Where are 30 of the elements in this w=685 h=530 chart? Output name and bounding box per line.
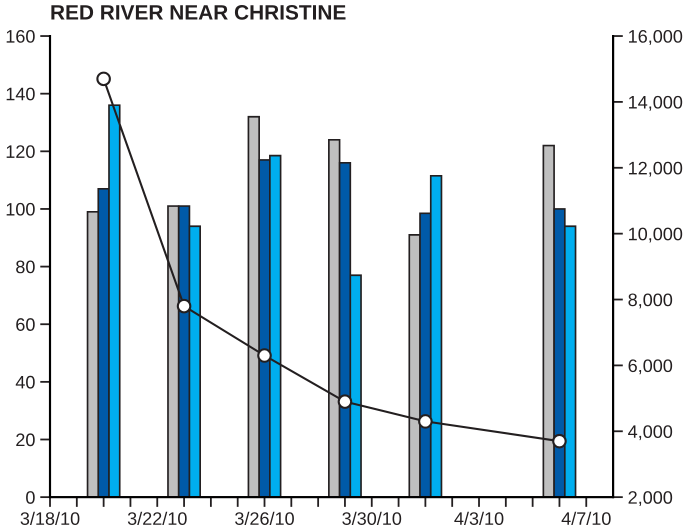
y2-tick-label: 6,000	[628, 359, 672, 374]
y-tick-label: 120	[6, 145, 35, 158]
y2-tick-label: 10,000	[629, 228, 682, 243]
x-tick-label: 4/3/10	[454, 512, 504, 525]
y2-tick-label: 8,000	[628, 293, 672, 308]
x-tick-label: 3/30/10	[342, 512, 402, 525]
y-tick-label: 0	[26, 491, 35, 504]
point	[176, 298, 192, 314]
y2-tick-label: 4,000	[628, 425, 672, 440]
y-tick-label: 100	[6, 202, 35, 216]
point	[338, 394, 352, 409]
y-tick-label: 40	[16, 376, 35, 389]
x-tick-label: 4/7/10	[562, 512, 611, 525]
x-tick-label: 3/18/10	[20, 512, 80, 525]
point	[552, 434, 567, 448]
y-tick-label: 80	[16, 260, 35, 274]
y2-tick-label: 14,000	[629, 96, 682, 111]
chart-title: RED RIVER NEAR CHRISTINE	[51, 4, 346, 20]
y-tick-label: 60	[16, 318, 35, 331]
y-tick-label: 160	[6, 30, 35, 43]
x-tick-label: 3/26/10	[235, 512, 294, 525]
point	[418, 414, 433, 429]
point	[96, 72, 111, 86]
x-tick-label: 3/22/10	[128, 512, 187, 525]
y-tick-label: 140	[6, 88, 35, 100]
y-tick-label: 20	[16, 433, 35, 446]
y2-tick-label: 16,000	[629, 30, 682, 45]
y2-tick-label: 12,000	[629, 162, 682, 177]
y2-tick-label: 2,000	[628, 491, 672, 506]
point	[257, 348, 272, 363]
